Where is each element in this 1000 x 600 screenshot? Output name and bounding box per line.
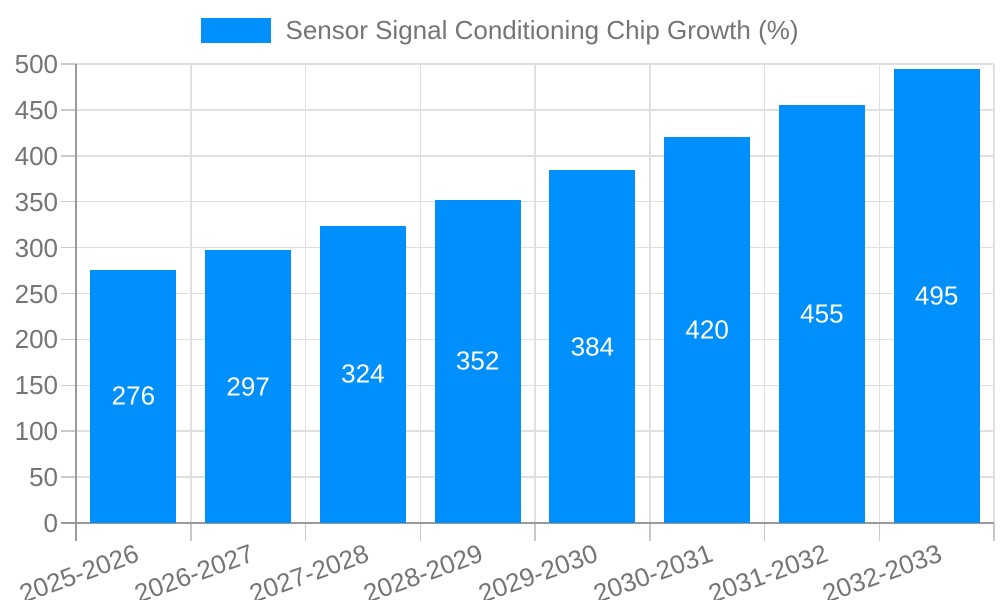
y-tick-label: 200 [14,324,58,355]
bar-value-label: 384 [570,331,615,362]
y-axis-tick [61,338,76,341]
gridline-v [878,64,880,523]
y-tick-label: 400 [14,140,58,171]
x-axis-tick [878,523,880,541]
bar-2028-2029[interactable]: 352 [434,199,521,523]
y-tick-label: 250 [14,278,58,309]
bar-2027-2028[interactable]: 324 [319,225,406,523]
legend[interactable]: Sensor Signal Conditioning Chip Growth (… [0,15,1000,46]
x-tick-label: 2031-2032 [703,537,832,600]
y-axis-tick [61,292,76,295]
x-tick-label: 2026-2027 [130,537,258,600]
x-axis-line [61,522,994,524]
bar-2029-2030[interactable]: 384 [549,170,636,523]
y-tick-label: 100 [14,416,58,447]
bar-value-label: 420 [685,314,729,345]
x-axis-tick [763,523,766,541]
y-axis-tick [61,384,76,387]
y-tick-label: 300 [14,232,58,263]
x-axis-tick [649,523,651,541]
bar-2032-2033[interactable]: 495 [893,68,980,523]
gridline-v [763,64,766,523]
x-axis-tick [534,523,536,541]
x-tick-label: 2025-2026 [15,537,143,600]
x-tick-label: 2029-2030 [474,537,602,600]
x-axis-tick [993,523,995,541]
y-axis-tick [61,63,76,65]
x-axis-tick [419,523,421,541]
y-axis-tick [61,155,76,157]
gridline-v [419,64,421,523]
x-tick-label: 2028-2029 [359,537,487,600]
bar-2031-2032[interactable]: 455 [778,105,865,523]
x-tick-label: 2032-2033 [818,537,946,600]
y-tick-label: 500 [14,49,58,79]
bar-2026-2027[interactable]: 297 [205,250,292,523]
bar-value-label: 324 [341,358,385,389]
bar-2025-2026[interactable]: 276 [90,269,177,523]
y-tick-label: 50 [29,462,58,493]
y-axis-tick [61,430,76,432]
y-axis-tick [61,246,76,249]
y-tick-label: 0 [43,508,58,538]
gridline-v [993,64,995,523]
bar-2030-2031[interactable]: 420 [664,137,751,523]
gridline-v [649,64,651,523]
bar-value-label: 495 [914,280,959,311]
y-axis-line [75,64,77,541]
y-axis-tick [61,109,76,111]
bar-value-label: 276 [111,380,156,411]
y-axis-tick [61,476,76,478]
gridline-v [534,64,536,523]
legend-swatch-icon [201,18,272,43]
gridline-v [304,64,307,523]
bar-value-label: 297 [226,371,270,402]
y-tick-label: 350 [14,186,58,217]
y-tick-label: 150 [14,370,58,401]
bar-value-label: 455 [800,298,844,329]
x-axis-tick [190,523,192,541]
x-tick-label: 2027-2028 [244,537,373,600]
legend-label: Sensor Signal Conditioning Chip Growth (… [285,15,799,45]
bar-value-label: 352 [455,345,500,376]
y-tick-label: 450 [14,94,58,125]
y-axis-tick [61,200,76,203]
x-axis-tick [304,523,307,541]
x-tick-label: 2030-2031 [589,537,717,600]
gridline-v [190,64,192,523]
